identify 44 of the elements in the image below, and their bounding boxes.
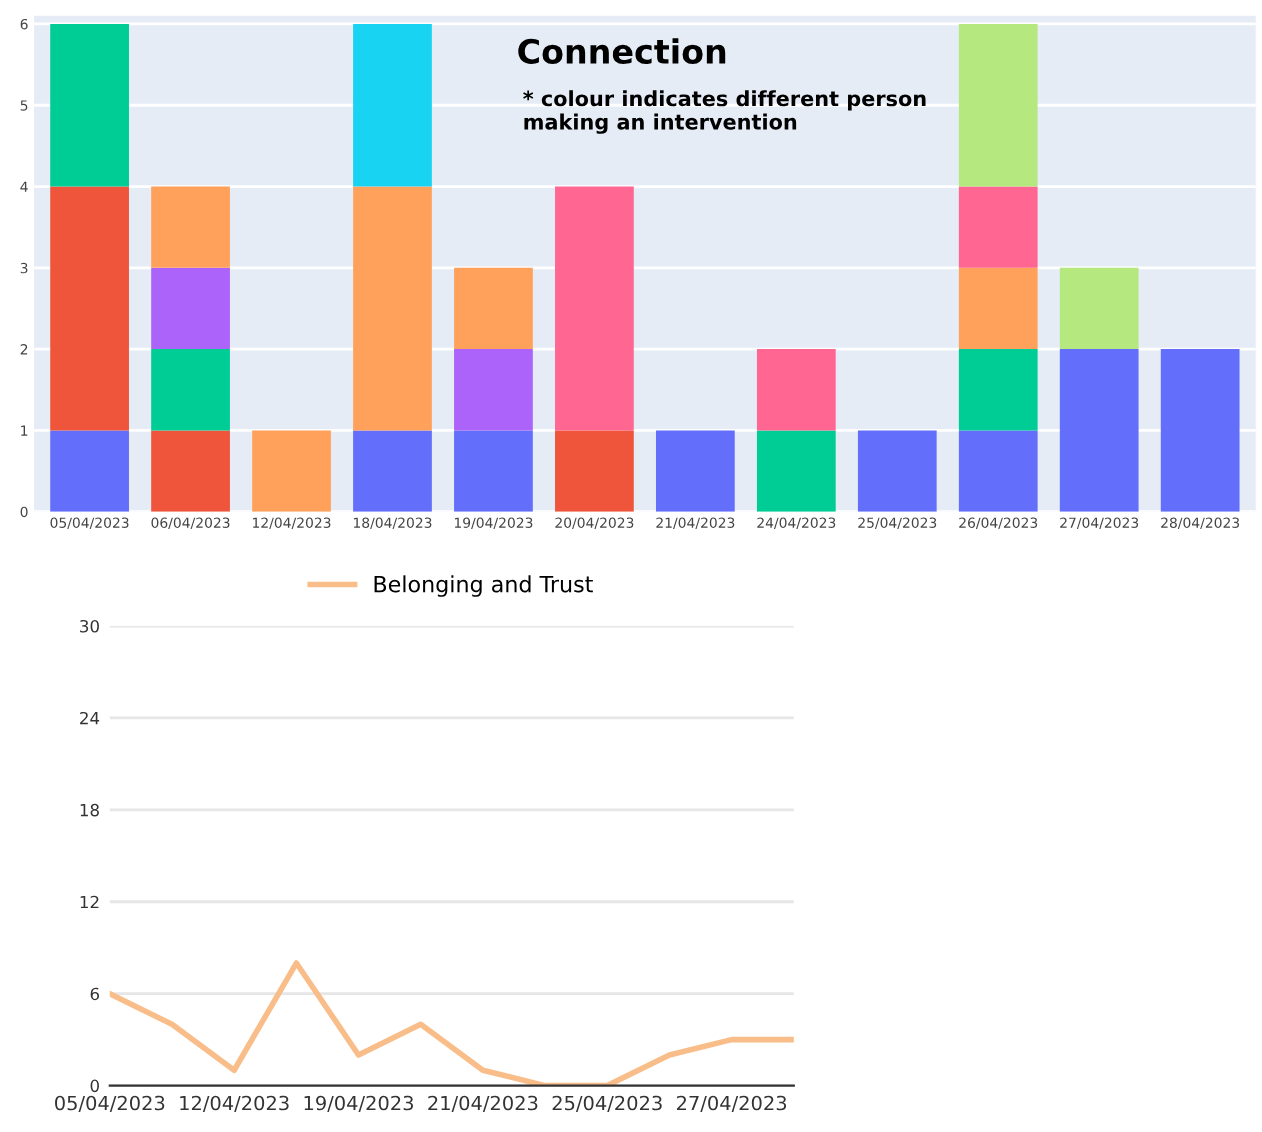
y-tick-label: 24: [80, 711, 100, 725]
bar: [151, 349, 230, 431]
x-tick-label: 25/04/2023: [552, 1095, 662, 1112]
x-tick-label: 05/04/2023: [55, 1095, 165, 1112]
bar: [50, 430, 129, 512]
bar: [1059, 349, 1139, 512]
bar: [958, 430, 1038, 512]
bar: [958, 349, 1038, 431]
bar: [50, 186, 129, 431]
y-tick-label: 12: [80, 895, 99, 909]
bar: [655, 430, 735, 512]
bar: [857, 430, 937, 512]
bar: [958, 186, 1038, 268]
bar: [151, 186, 230, 268]
y-tick-label: 6: [90, 987, 100, 1001]
bar: [958, 267, 1038, 350]
bar: [454, 267, 533, 350]
x-tick-label: 27/04/2023: [677, 1095, 787, 1112]
bar: [1059, 267, 1139, 350]
bar: [151, 267, 230, 350]
y-tick-label: 0: [90, 1079, 99, 1093]
bar: [555, 186, 634, 431]
line-series: [109, 960, 794, 1086]
bar: [756, 430, 836, 512]
legend-label: Belonging and Trust: [374, 575, 593, 597]
x-tick-label: 19/04/2023: [304, 1095, 413, 1112]
bar: [756, 349, 836, 431]
bar: [454, 349, 533, 431]
bar: [252, 430, 331, 512]
bar: [1160, 349, 1240, 512]
bar: [353, 23, 432, 187]
bar: [353, 186, 432, 431]
bar: [555, 430, 634, 512]
bar: [50, 23, 129, 187]
bar: [353, 430, 432, 512]
y-tick-label: 18: [80, 803, 99, 817]
bar: [958, 23, 1038, 187]
text: * colour indicates different person making an intervention: [523, 90, 926, 134]
text: Connection: [518, 38, 726, 64]
y-tick-label: 30: [80, 619, 99, 633]
x-tick-label: 21/04/2023: [428, 1095, 538, 1112]
bar: [454, 430, 533, 512]
bar: [151, 430, 230, 512]
x-tick-label: 12/04/2023: [180, 1095, 289, 1112]
